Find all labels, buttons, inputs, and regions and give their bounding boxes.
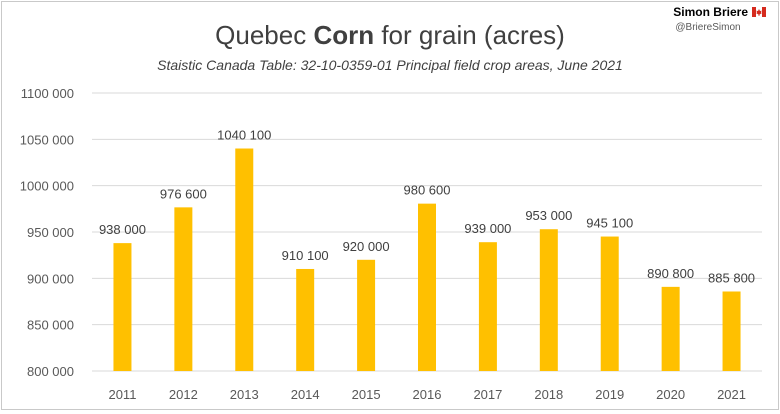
x-tick-label: 2014 bbox=[291, 387, 320, 402]
data-label: 953 000 bbox=[525, 208, 572, 223]
bar bbox=[661, 286, 680, 371]
data-label: 945 100 bbox=[586, 216, 633, 231]
x-tick-label: 2012 bbox=[169, 387, 198, 402]
x-tick-label: 2011 bbox=[108, 387, 136, 402]
bar bbox=[296, 268, 315, 371]
bar bbox=[235, 148, 254, 371]
y-axis-tick-labels: 800 000 850 000 900 000 950 000 1000 000 1050… bbox=[20, 86, 74, 379]
bar bbox=[539, 229, 558, 371]
canada-flag-icon bbox=[752, 7, 766, 17]
data-label: 939 000 bbox=[464, 221, 511, 236]
bar bbox=[357, 259, 376, 371]
data-label: 980 600 bbox=[404, 183, 451, 198]
y-tick-label: 1050 000 bbox=[20, 132, 74, 147]
x-tick-label: 2020 bbox=[656, 387, 685, 402]
y-tick-label: 900 000 bbox=[27, 271, 74, 286]
data-label: 920 000 bbox=[343, 239, 390, 254]
value-labels: 938 000 976 600 1040 100 910 100 920 000 980 … bbox=[99, 128, 755, 286]
y-tick-label: 800 000 bbox=[27, 364, 74, 379]
y-tick-label: 1000 000 bbox=[20, 179, 74, 194]
bar bbox=[478, 242, 497, 371]
chart-subtitle: Staistic Canada Table: 32-10-0359-01 Pri… bbox=[157, 57, 623, 73]
x-tick-label: 2017 bbox=[473, 387, 502, 402]
data-label: 976 600 bbox=[160, 186, 207, 201]
y-tick-label: 950 000 bbox=[27, 225, 74, 240]
bar bbox=[174, 207, 193, 371]
gridlines bbox=[92, 92, 762, 372]
data-label: 890 800 bbox=[647, 266, 694, 281]
data-label: 885 800 bbox=[708, 270, 755, 285]
data-label: 938 000 bbox=[99, 222, 146, 237]
bar bbox=[418, 203, 436, 371]
bars bbox=[113, 148, 741, 371]
author-handle: @BriereSimon bbox=[675, 22, 740, 33]
x-tick-label: 2021 bbox=[717, 387, 746, 402]
x-tick-label: 2016 bbox=[413, 387, 442, 402]
author-name: Simon Briere bbox=[673, 5, 748, 19]
bar bbox=[113, 243, 132, 371]
x-tick-label: 2013 bbox=[230, 387, 259, 402]
data-label: 910 100 bbox=[282, 248, 329, 263]
x-tick-label: 2018 bbox=[534, 387, 563, 402]
bar bbox=[600, 236, 619, 371]
x-axis-tick-labels: 2011 2012 2013 2014 2015 2016 2017 2018 2019 2020… bbox=[108, 387, 746, 402]
x-tick-label: 2019 bbox=[595, 387, 624, 402]
bar bbox=[722, 291, 741, 371]
bar-chart: Quebec Corn for grain (acres) Staistic C… bbox=[20, 5, 766, 402]
x-tick-label: 2015 bbox=[352, 387, 381, 402]
y-tick-label: 850 000 bbox=[27, 318, 74, 333]
data-label: 1040 100 bbox=[217, 128, 271, 143]
chart-title: Quebec Corn for grain (acres) bbox=[215, 20, 565, 50]
y-tick-label: 1100 000 bbox=[21, 86, 74, 101]
